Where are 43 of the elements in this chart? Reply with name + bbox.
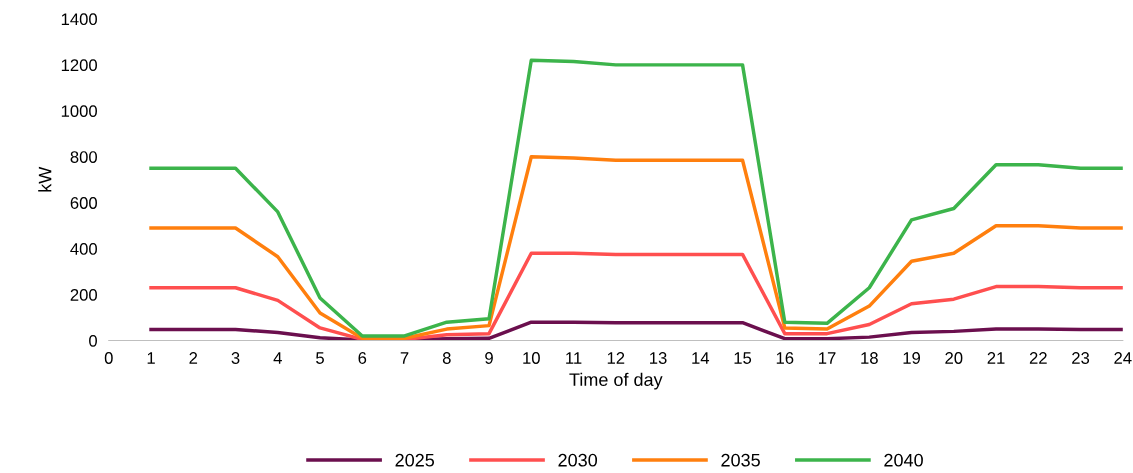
x-tick-label: 1 xyxy=(147,352,155,364)
y-tick-label: 1000 xyxy=(61,105,98,118)
y-tick-label: 1400 xyxy=(61,13,98,26)
x-tick-label: 13 xyxy=(650,352,667,364)
line-series xyxy=(149,251,1123,341)
x-tick-label: 11 xyxy=(566,352,582,364)
legend-label: 2040 xyxy=(884,453,923,467)
y-tick-label: 800 xyxy=(70,151,98,163)
x-tick-label: 4 xyxy=(273,352,282,364)
y-tick-label: 0 xyxy=(89,334,98,347)
legend-label: 2025 xyxy=(395,453,435,467)
x-axis-title: Time of day xyxy=(569,372,663,390)
x-tick-label: 2 xyxy=(189,352,198,364)
x-tick-label: 19 xyxy=(903,352,921,364)
x-tick-label: 15 xyxy=(734,352,752,364)
x-tick-label: 6 xyxy=(358,352,367,364)
x-tick-label: 18 xyxy=(861,352,878,364)
x-tick-label: 8 xyxy=(442,352,451,364)
x-tick-label: 7 xyxy=(400,352,409,364)
x-tick-label: 12 xyxy=(607,352,625,364)
x-tick-label: 21 xyxy=(987,352,1005,364)
x-tick-label: 22 xyxy=(1029,352,1047,364)
x-tick-label: 10 xyxy=(523,352,540,364)
y-tick-label: 400 xyxy=(70,243,98,255)
line-series xyxy=(149,58,1123,338)
legend-label: 2035 xyxy=(721,453,760,467)
x-tick-label: 23 xyxy=(1072,352,1090,364)
x-tick-label: 20 xyxy=(945,352,963,364)
legend-label: 2030 xyxy=(558,453,598,467)
x-tick-label: 16 xyxy=(776,352,794,364)
y-axis-title: kW xyxy=(38,166,52,192)
x-tick-label: 17 xyxy=(819,352,836,364)
line-series xyxy=(149,320,1123,341)
x-tick-label: 14 xyxy=(692,352,710,364)
x-tick-label: 24 xyxy=(1114,352,1132,364)
x-tick-label: 0 xyxy=(104,352,113,364)
y-tick-label: 1200 xyxy=(61,59,98,72)
x-tick-label: 9 xyxy=(485,352,493,364)
y-tick-label: 200 xyxy=(70,289,98,301)
line-series xyxy=(149,155,1123,340)
x-tick-label: 3 xyxy=(231,352,240,364)
x-tick-label: 5 xyxy=(316,352,324,364)
y-tick-label: 600 xyxy=(70,197,98,209)
